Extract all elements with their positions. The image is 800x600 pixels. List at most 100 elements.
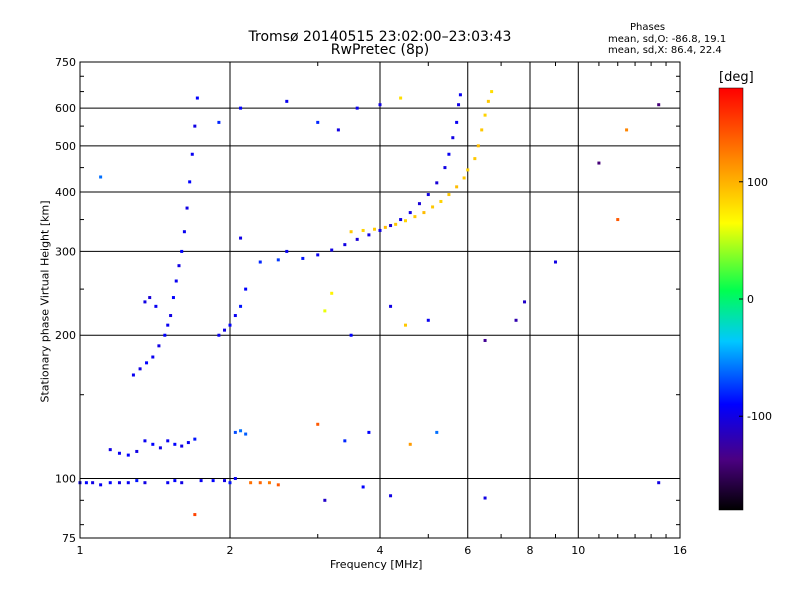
data-point — [316, 253, 320, 257]
data-point — [361, 485, 365, 489]
data-point — [323, 309, 327, 313]
data-point — [186, 441, 190, 445]
data-point — [285, 249, 289, 253]
y-tick-label: 750 — [55, 56, 76, 69]
data-point — [143, 439, 147, 443]
data-point — [389, 224, 393, 228]
x-tick-label: 16 — [673, 544, 687, 557]
data-point — [483, 338, 487, 342]
data-point — [403, 323, 407, 327]
data-point — [476, 144, 480, 148]
data-point — [553, 260, 557, 264]
data-point — [199, 479, 203, 483]
data-point — [316, 422, 320, 426]
data-point — [490, 90, 494, 94]
data-point — [166, 323, 170, 327]
data-point — [301, 256, 305, 260]
data-point — [330, 248, 334, 252]
data-point — [117, 481, 121, 485]
data-point — [233, 314, 237, 318]
data-point — [174, 279, 178, 283]
data-point — [389, 494, 393, 498]
data-point — [143, 300, 147, 304]
data-point — [258, 260, 262, 264]
data-point — [228, 481, 232, 485]
data-point — [408, 211, 412, 215]
data-point — [373, 227, 377, 231]
data-point — [383, 225, 387, 229]
plot-frame — [79, 61, 681, 539]
data-point — [330, 291, 334, 295]
data-point — [249, 481, 253, 485]
data-point — [431, 205, 435, 209]
phases-mean-x: mean, sd,X: 86.4, 22.4 — [608, 45, 722, 56]
y-tick-label: 300 — [55, 245, 76, 258]
data-point — [455, 120, 459, 124]
data-point — [523, 300, 527, 304]
data-point — [447, 152, 451, 156]
data-point — [217, 333, 221, 337]
data-point — [285, 99, 289, 103]
data-point — [355, 106, 359, 110]
data-point — [154, 304, 158, 308]
data-point — [258, 481, 262, 485]
data-point — [462, 176, 466, 180]
data-point — [239, 429, 243, 433]
data-point — [177, 264, 181, 268]
data-point — [193, 437, 197, 441]
data-point — [413, 215, 417, 219]
data-point — [349, 230, 353, 234]
data-point — [91, 481, 95, 485]
data-point — [182, 230, 186, 234]
data-point — [126, 481, 130, 485]
data-point — [188, 180, 192, 184]
data-point — [378, 228, 382, 232]
data-point — [455, 185, 459, 189]
data-point — [185, 206, 189, 210]
data-point — [190, 152, 194, 156]
data-point — [417, 202, 421, 206]
data-point — [223, 479, 227, 483]
data-point — [99, 175, 103, 179]
x-tick-label: 4 — [377, 544, 384, 557]
data-point — [239, 106, 243, 110]
data-point — [389, 304, 393, 308]
data-point — [180, 249, 184, 253]
data-point — [399, 96, 403, 100]
colorbar-tick-label: -100 — [747, 410, 772, 423]
data-point — [483, 113, 487, 117]
data-point — [473, 157, 477, 161]
x-axis-label: Frequency [MHz] — [330, 558, 423, 571]
data-point — [126, 453, 130, 457]
data-point — [435, 181, 439, 185]
data-point — [514, 318, 518, 322]
data-point — [195, 96, 199, 100]
x-tick-label: 2 — [227, 544, 234, 557]
data-point — [422, 211, 426, 215]
data-point — [408, 442, 412, 446]
data-point — [233, 477, 237, 481]
data-point — [394, 222, 398, 226]
data-point — [171, 296, 175, 300]
data-point — [349, 333, 353, 337]
chart-subtitle: RwPretec (8p) — [330, 42, 430, 58]
data-point — [343, 243, 347, 247]
data-point — [173, 442, 177, 446]
data-point — [108, 481, 112, 485]
data-point — [228, 323, 232, 327]
x-tick-label: 8 — [527, 544, 534, 557]
data-point — [239, 236, 243, 240]
data-point — [426, 318, 430, 322]
data-point — [616, 218, 620, 222]
phases-heading: Phases — [630, 22, 666, 33]
data-point — [108, 448, 112, 452]
data-point — [435, 430, 439, 434]
data-point — [267, 481, 271, 485]
data-point — [99, 483, 103, 487]
data-point — [169, 314, 173, 318]
y-tick-label: 400 — [55, 186, 76, 199]
data-point — [233, 430, 237, 434]
data-point — [84, 481, 88, 485]
y-tick-label: 200 — [55, 329, 76, 342]
